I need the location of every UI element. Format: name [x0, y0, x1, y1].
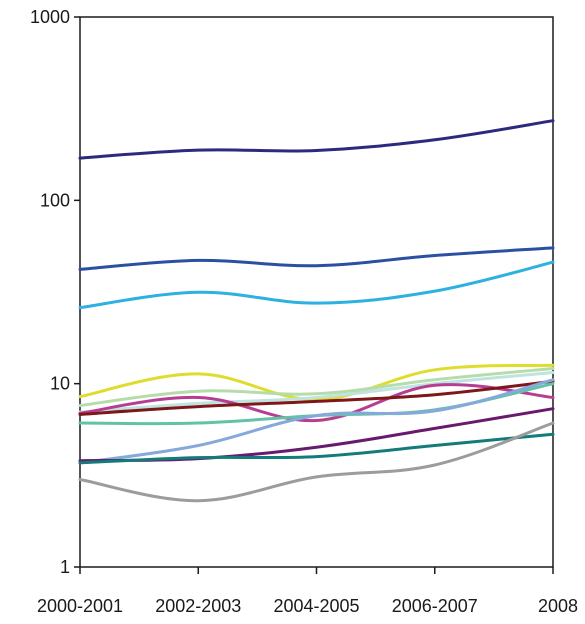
series-line-13	[78, 421, 555, 503]
x-axis: 2000-2001 2002-2003 2004-2005 2006-2007 2008	[37, 567, 578, 616]
series-line-7	[78, 383, 555, 423]
series-line-8	[78, 379, 555, 416]
series-line-6	[78, 371, 555, 414]
x-tick-label: 2002-2003	[155, 596, 241, 616]
series-line-1	[78, 119, 555, 160]
series-line-3	[78, 260, 555, 310]
y-tick-label: 10	[50, 374, 70, 394]
y-tick-label: 1000	[30, 7, 70, 27]
series-layer	[78, 119, 555, 503]
x-tick-label: 2004-2005	[273, 596, 359, 616]
plot-border	[79, 16, 554, 568]
x-tick-label: 2008	[538, 596, 578, 616]
series-line-5	[78, 367, 555, 407]
y-tick-label: 100	[40, 190, 70, 210]
series-line-12	[78, 432, 555, 465]
series-line-2	[78, 246, 555, 271]
series-line-4	[78, 363, 555, 402]
x-tick-label: 2006-2007	[392, 596, 478, 616]
y-tick-label: 1	[60, 557, 70, 577]
x-tick-label: 2000-2001	[37, 596, 123, 616]
series-line-10	[78, 378, 555, 465]
y-axis: 1 10 100 1000	[30, 7, 80, 577]
plot-frame	[79, 16, 554, 568]
